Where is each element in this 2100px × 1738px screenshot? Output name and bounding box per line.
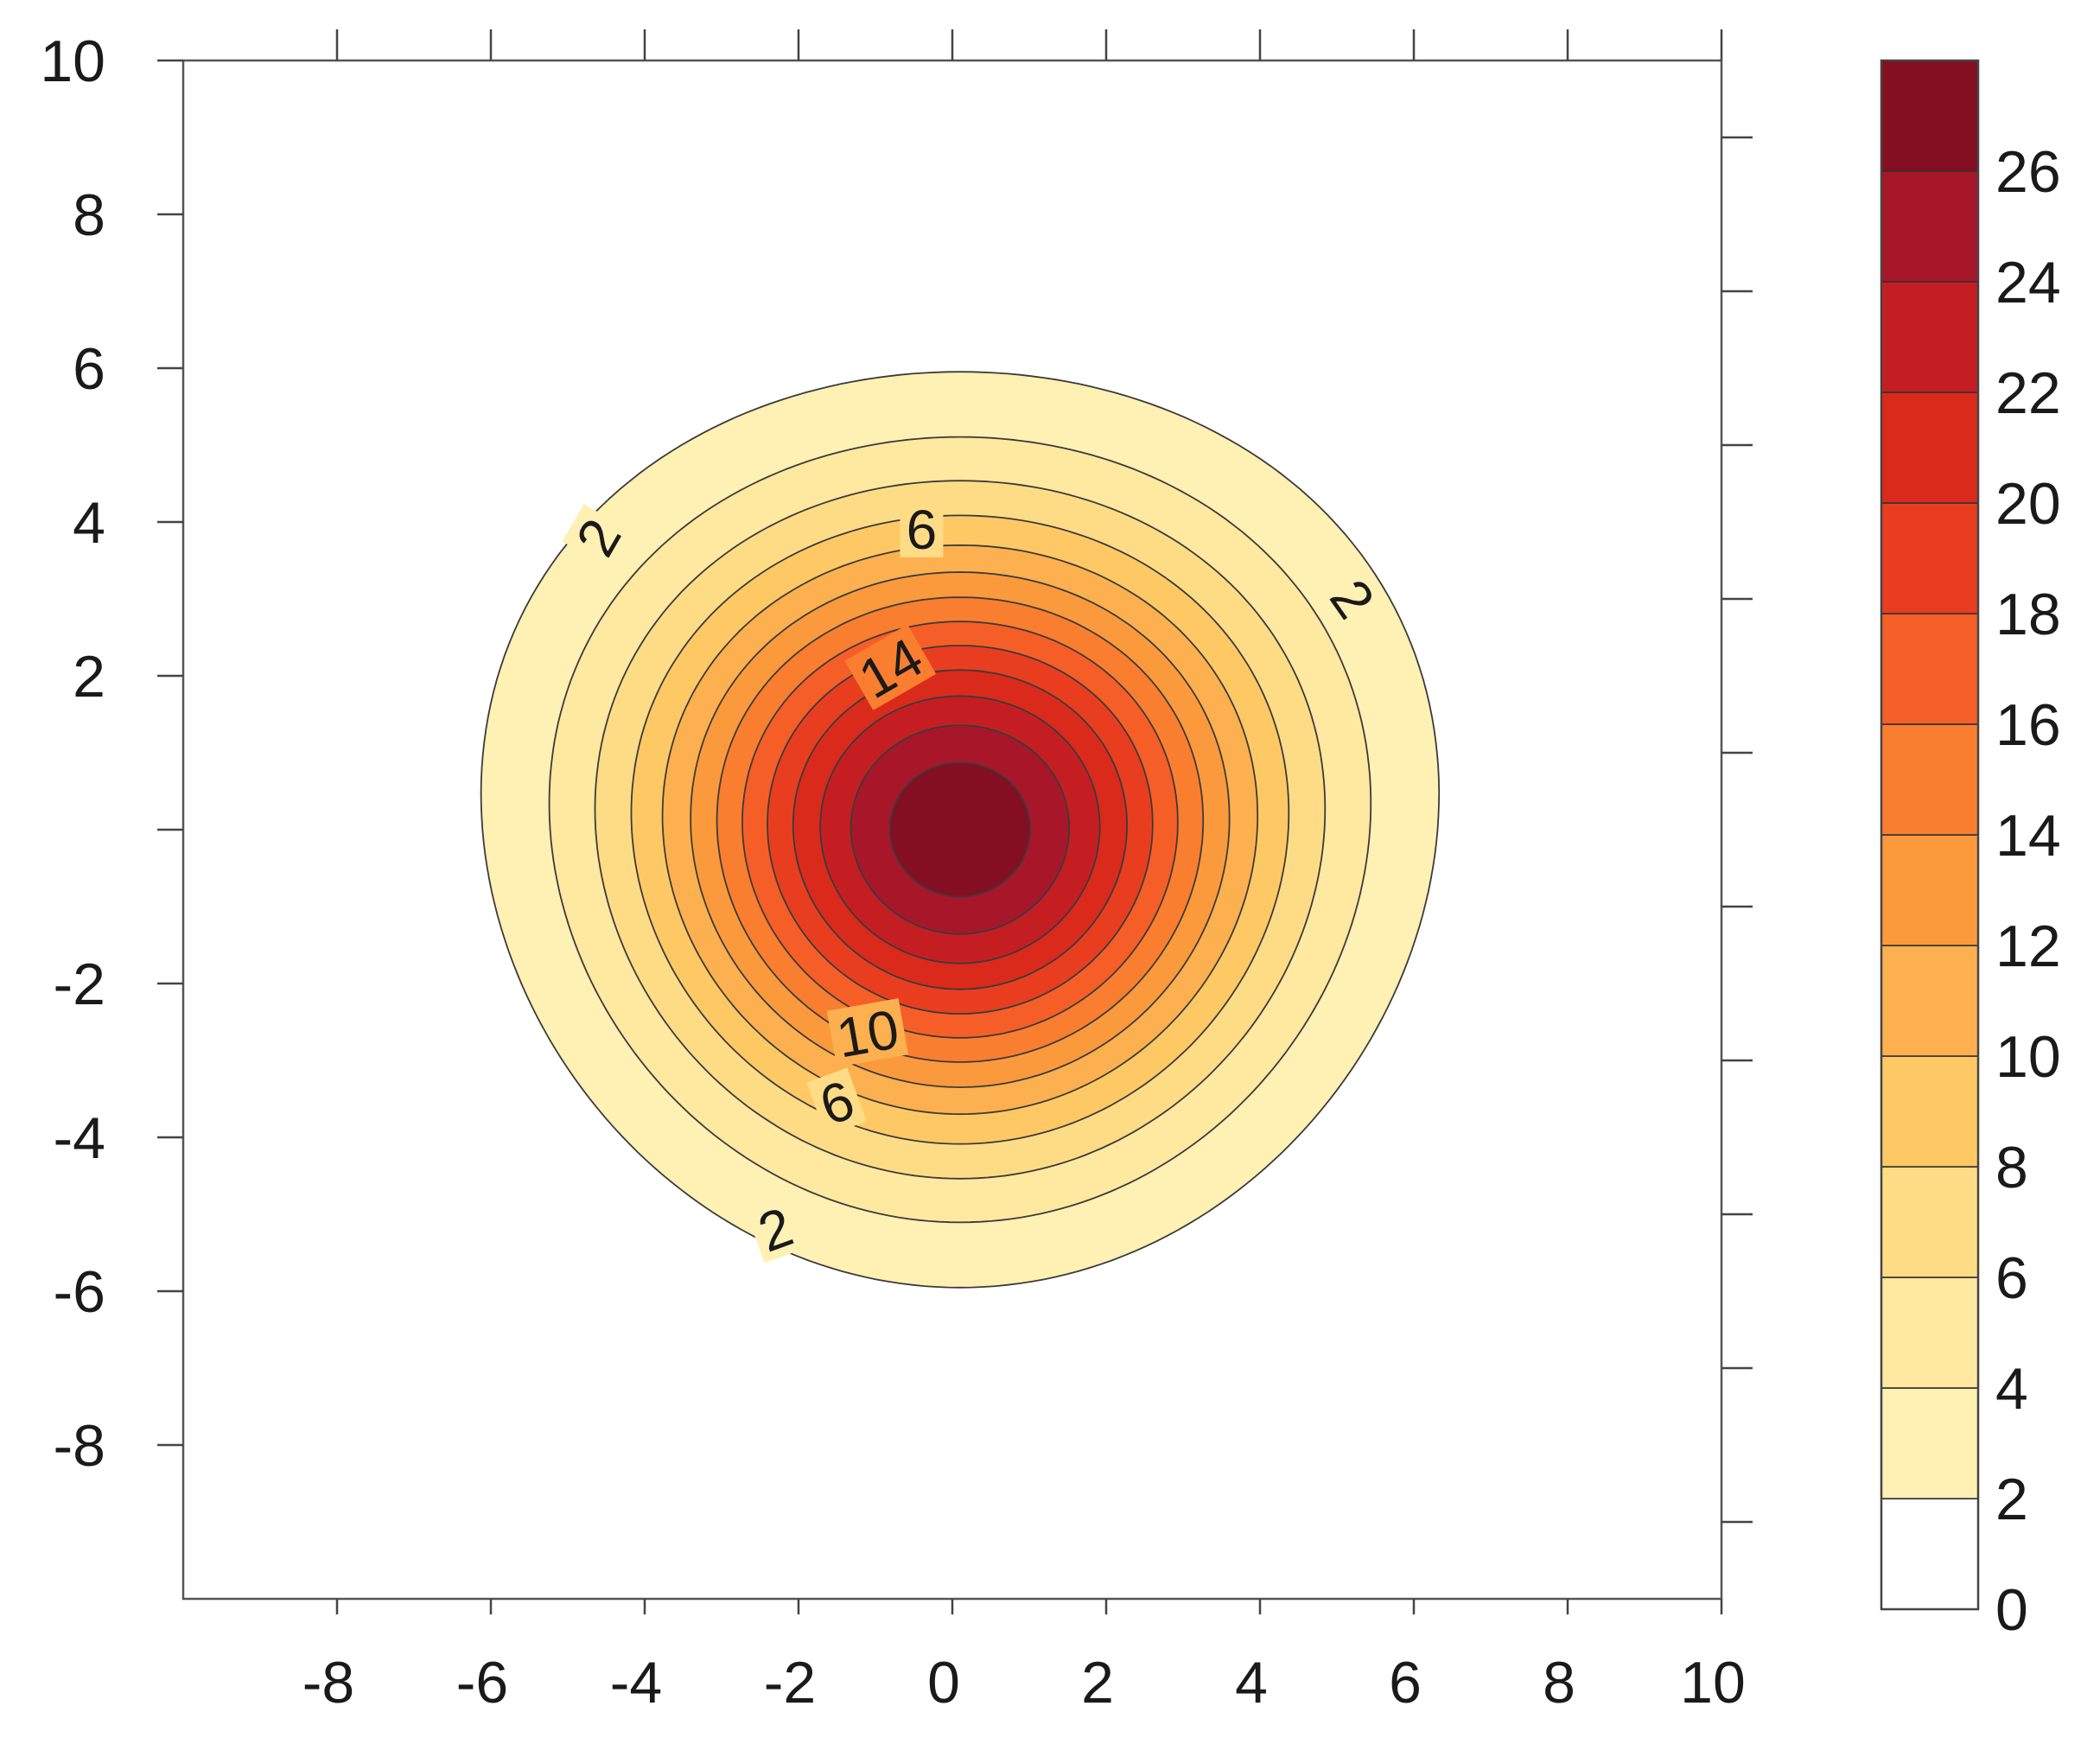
contour-line-24 bbox=[850, 724, 1071, 935]
x-tick-label: -8 bbox=[302, 1650, 354, 1716]
colorbar-tick-label: 2 bbox=[1995, 1467, 2028, 1532]
contour-line-16 bbox=[741, 621, 1179, 1039]
colorbar-tick-label: 16 bbox=[1995, 692, 2061, 758]
contour-line-14 bbox=[716, 596, 1205, 1063]
y-tick-label: -8 bbox=[54, 1413, 105, 1479]
contour-line-18 bbox=[767, 645, 1154, 1015]
contour-line-20 bbox=[792, 669, 1129, 990]
colorbar-tick-label: 10 bbox=[1995, 1024, 2061, 1090]
x-tick-label: -4 bbox=[610, 1650, 662, 1716]
colorbar-segment bbox=[1880, 834, 1979, 946]
x-tick-label: 8 bbox=[1543, 1650, 1575, 1716]
contour-line-10 bbox=[661, 544, 1259, 1116]
y-tick-label: 4 bbox=[73, 490, 105, 556]
contour-lines bbox=[480, 371, 1441, 1289]
contour-label-bg bbox=[826, 998, 909, 1067]
contour-line-4 bbox=[548, 436, 1372, 1224]
colorbar-segment bbox=[1880, 170, 1979, 283]
colorbar-segment bbox=[1880, 613, 1979, 725]
colorbar-tick-label: 4 bbox=[1995, 1356, 2028, 1422]
y-tick-label: 8 bbox=[73, 182, 105, 248]
x-tick-label: -6 bbox=[456, 1650, 508, 1716]
colorbar-tick-label: 26 bbox=[1995, 139, 2061, 205]
contour-line-22 bbox=[819, 695, 1101, 964]
y-tick-label: 10 bbox=[40, 29, 105, 94]
colorbar-tick-label: 24 bbox=[1995, 250, 2061, 315]
colorbar-segment bbox=[1880, 945, 1979, 1057]
contour-label-bg bbox=[900, 500, 944, 557]
colorbar-tick-label: 20 bbox=[1995, 471, 2061, 537]
contour-label-bg bbox=[806, 1067, 867, 1136]
contour-label-text: 10 bbox=[832, 997, 904, 1069]
contour-label-bg bbox=[562, 504, 633, 570]
contour-label-4: 10 bbox=[826, 997, 909, 1070]
colorbar-tick-label: 6 bbox=[1995, 1245, 2028, 1311]
contour-line-2 bbox=[480, 371, 1441, 1289]
contour-line-8 bbox=[630, 514, 1290, 1145]
axis-ticks bbox=[157, 29, 1753, 1614]
contour-label-bg bbox=[745, 1194, 805, 1264]
colorbar-segment bbox=[1880, 1387, 1979, 1499]
colorbar-segment bbox=[1880, 281, 1979, 393]
colorbar-segment bbox=[1880, 723, 1979, 836]
x-tick-label: 2 bbox=[1081, 1650, 1114, 1716]
contour-label-bg bbox=[1317, 564, 1389, 633]
colorbar bbox=[1880, 59, 1980, 1611]
colorbar-segment bbox=[1880, 1276, 1979, 1389]
colorbar-segment bbox=[1880, 502, 1979, 614]
colorbar-tick-label: 14 bbox=[1995, 803, 2061, 869]
y-tick-label: -6 bbox=[54, 1259, 105, 1325]
colorbar-tick-label: 8 bbox=[1995, 1135, 2028, 1200]
colorbar-segment bbox=[1880, 1166, 1979, 1278]
colorbar-segment bbox=[1880, 1498, 1979, 1610]
x-tick-label: -2 bbox=[764, 1650, 816, 1716]
x-tick-label: 0 bbox=[927, 1650, 960, 1716]
contour-line-12 bbox=[690, 571, 1231, 1088]
contour-line-26 bbox=[888, 761, 1031, 898]
colorbar-segment bbox=[1880, 392, 1979, 504]
x-tick-labels: -8 -6 -4 -2 0 2 4 6 8 10 bbox=[302, 1650, 1746, 1716]
y-tick-label: 2 bbox=[73, 644, 105, 710]
colorbar-tick-label: 22 bbox=[1995, 360, 2061, 426]
colorbar-segment bbox=[1880, 1055, 1979, 1168]
y-tick-labels: 10 8 6 4 2 -2 -4 -6 -8 bbox=[40, 29, 105, 1479]
y-tick-label: 6 bbox=[73, 336, 105, 402]
y-tick-label: -4 bbox=[54, 1105, 105, 1171]
contour-band-26 bbox=[889, 762, 1030, 897]
contour-label-bg bbox=[844, 624, 937, 710]
contour-label-text: 6 bbox=[907, 499, 938, 561]
x-tick-label: 4 bbox=[1235, 1650, 1268, 1716]
colorbar-tick-label: 12 bbox=[1995, 914, 2061, 979]
contour-line-6 bbox=[594, 480, 1327, 1180]
colorbar-segment bbox=[1880, 60, 1979, 172]
colorbar-tick-label: 18 bbox=[1995, 582, 2061, 647]
contour-label-1: 6 bbox=[900, 499, 944, 561]
colorbar-tick-label: 0 bbox=[1995, 1577, 2028, 1643]
colorbar-frame bbox=[1880, 59, 1980, 1611]
x-tick-label: 10 bbox=[1680, 1650, 1746, 1716]
y-tick-label: -2 bbox=[54, 952, 105, 1017]
x-tick-label: 6 bbox=[1389, 1650, 1422, 1716]
